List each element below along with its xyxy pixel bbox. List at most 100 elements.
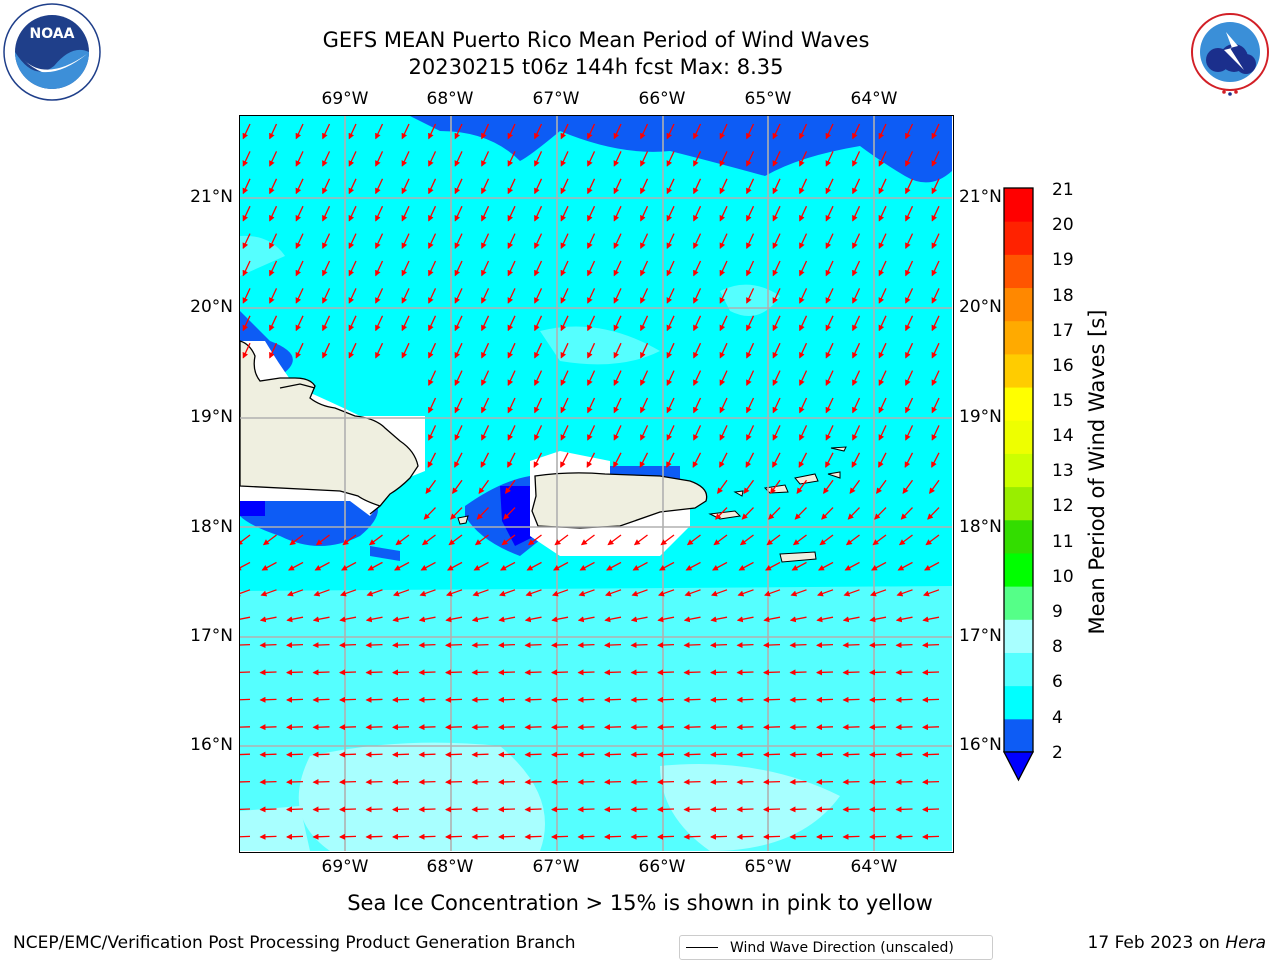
wind-wave-arrow xyxy=(560,233,569,250)
wind-wave-arrow xyxy=(419,589,436,597)
wind-wave-arrow xyxy=(878,452,887,468)
wind-wave-arrow xyxy=(746,342,755,359)
map-title: GEFS MEAN Puerto Rico Mean Period of Win… xyxy=(322,28,870,52)
wind-wave-arrow xyxy=(852,342,861,359)
wind-wave-arrow xyxy=(693,342,702,359)
lon-tick-top: 66°W xyxy=(638,89,686,109)
wind-wave-arrow xyxy=(666,397,675,414)
wind-wave-arrow xyxy=(322,178,331,195)
wind-wave-arrow xyxy=(931,260,940,277)
wind-wave-arrow xyxy=(799,397,808,414)
wind-wave-arrow xyxy=(741,507,754,520)
wind-wave-arrow xyxy=(286,589,304,597)
wind-wave-arrow xyxy=(852,123,861,140)
graticule xyxy=(240,116,952,851)
wind-wave-arrow xyxy=(842,696,860,703)
wind-wave-arrow xyxy=(401,260,410,277)
wind-wave-arrow xyxy=(480,452,490,468)
wind-wave-arrow xyxy=(746,123,755,140)
wind-wave-arrow xyxy=(534,397,543,414)
wind-wave-arrow xyxy=(498,806,516,813)
wind-wave-arrow xyxy=(922,806,940,813)
wind-wave-arrow xyxy=(871,561,887,571)
wind-wave-arrow xyxy=(693,315,702,332)
wind-wave-arrow xyxy=(683,778,701,785)
wind-wave-arrow xyxy=(825,123,834,140)
colorbar-block xyxy=(1004,420,1033,454)
wind-wave-arrow xyxy=(842,642,860,649)
wind-wave-arrow xyxy=(905,397,914,414)
wind-wave-arrow xyxy=(794,507,807,520)
wind-wave-arrow xyxy=(633,534,648,546)
wind-wave-arrow xyxy=(719,178,728,195)
wind-wave-arrow xyxy=(524,724,542,731)
wind-wave-arrow xyxy=(295,315,304,332)
wind-wave-arrow xyxy=(869,616,887,623)
wind-wave-arrow xyxy=(719,315,728,332)
wind-wave-arrow xyxy=(587,178,596,195)
wind-wave-arrow xyxy=(421,534,436,546)
wind-wave-arrow xyxy=(501,534,516,546)
wind-wave-arrow xyxy=(604,778,622,785)
wind-wave-arrow xyxy=(931,342,940,359)
wind-wave-arrow xyxy=(905,151,914,167)
wind-wave-arrow xyxy=(717,479,728,494)
wind-wave-arrow xyxy=(640,178,649,195)
wind-wave-arrow xyxy=(445,589,463,597)
lat-tick-right: 20°N xyxy=(959,297,1002,317)
wind-wave-arrow xyxy=(366,589,383,597)
wind-wave-arrow xyxy=(842,669,860,676)
wind-wave-arrow xyxy=(525,589,542,597)
wind-wave-arrow xyxy=(825,425,834,441)
colorbar-block xyxy=(1004,254,1033,289)
wind-wave-arrow xyxy=(295,233,304,250)
wind-wave-arrow xyxy=(710,724,728,731)
wind-wave-arrow xyxy=(683,833,701,840)
wind-wave-arrow xyxy=(507,260,516,277)
wind-wave-arrow xyxy=(341,561,357,571)
wind-wave-arrow xyxy=(481,397,490,414)
wind-wave-arrow xyxy=(772,288,781,304)
wind-wave-arrow xyxy=(895,724,913,731)
lat-tick-right: 19°N xyxy=(959,407,1002,427)
wind-wave-arrow xyxy=(772,233,781,250)
wind-wave-arrow xyxy=(736,778,754,785)
wind-wave-arrow xyxy=(604,589,622,597)
field-below-2 xyxy=(240,501,265,516)
wind-wave-arrow xyxy=(772,397,781,414)
wind-wave-arrow xyxy=(365,696,383,703)
wind-wave-arrow xyxy=(799,178,808,195)
wind-wave-arrow xyxy=(507,342,516,359)
wind-wave-arrow xyxy=(471,724,489,731)
wind-wave-arrow xyxy=(259,696,277,703)
footer-host: Hera xyxy=(1225,933,1266,953)
wind-wave-arrow xyxy=(604,751,622,758)
colorbar-tick: 18 xyxy=(1052,286,1074,306)
wind-wave-arrow xyxy=(448,534,463,546)
wind-wave-arrow xyxy=(445,724,463,731)
wind-wave-arrow xyxy=(348,315,357,332)
wind-wave-arrow xyxy=(524,806,542,813)
wind-wave-arrow xyxy=(375,288,384,304)
wind-wave-arrow xyxy=(897,561,913,571)
wind-wave-arrow xyxy=(348,205,357,222)
wind-wave-arrow xyxy=(454,233,463,250)
wind-wave-arrow xyxy=(630,669,648,676)
colorbar-tick: 17 xyxy=(1052,321,1074,341)
wind-wave-arrow xyxy=(534,342,543,359)
wind-wave-arrow xyxy=(905,370,914,387)
wind-wave-arrow xyxy=(630,616,648,623)
wind-wave-arrow xyxy=(852,260,861,277)
wind-wave-arrow xyxy=(427,452,437,468)
wind-wave-arrow xyxy=(339,616,357,623)
wind-wave-arrow xyxy=(630,778,648,785)
wind-wave-arrow xyxy=(269,151,278,167)
wind-wave-arrow xyxy=(551,616,569,623)
wind-wave-arrow xyxy=(796,479,808,494)
wind-wave-arrow xyxy=(481,370,490,387)
wind-wave-arrow xyxy=(269,315,278,332)
wind-wave-arrow xyxy=(799,288,808,304)
wind-wave-arrow xyxy=(312,696,330,703)
wind-wave-arrow xyxy=(295,178,304,195)
lon-tick-bottom: 68°W xyxy=(426,857,474,877)
